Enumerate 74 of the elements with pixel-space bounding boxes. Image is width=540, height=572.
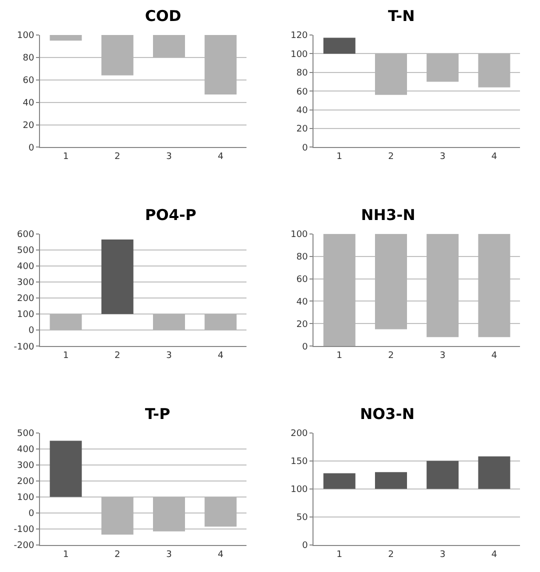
y-tick-label: -200 — [14, 541, 34, 552]
x-tick-label: 2 — [388, 350, 394, 361]
y-tick-label: 100 — [17, 310, 34, 320]
x-tick-label: 3 — [166, 152, 172, 162]
y-tick-label: 60 — [296, 87, 308, 98]
y-tick-label: 100 — [17, 493, 34, 504]
x-tick-label: 2 — [388, 550, 394, 560]
y-tick-label: 40 — [296, 297, 308, 308]
x-tick-label: 3 — [166, 350, 172, 361]
y-tick-label: 400 — [17, 444, 34, 455]
y-tick-label: 0 — [302, 143, 308, 154]
y-tick-label: 0 — [302, 541, 308, 552]
y-tick-label: 600 — [17, 230, 34, 240]
bar — [323, 473, 356, 489]
x-tick-label: 3 — [166, 550, 172, 560]
x-tick-label: 4 — [218, 350, 224, 361]
y-tick-label: 120 — [290, 31, 308, 42]
x-tick-label: 4 — [491, 152, 498, 162]
x-tick-label: 1 — [336, 152, 342, 162]
x-tick-label: 4 — [491, 550, 498, 560]
y-tick-label: -100 — [14, 342, 34, 352]
chart-title: COD — [145, 7, 182, 25]
y-tick-label: -100 — [14, 525, 34, 536]
y-tick-label: 60 — [296, 274, 308, 285]
x-tick-label: 3 — [440, 152, 446, 162]
y-tick-label: 80 — [296, 252, 308, 262]
y-tick-label: 500 — [17, 246, 34, 256]
y-tick-label: 100 — [290, 50, 308, 60]
y-tick-label: 0 — [302, 342, 308, 352]
x-tick-label: 3 — [440, 550, 446, 560]
y-tick-label: 150 — [290, 457, 308, 467]
y-tick-label: 40 — [296, 106, 308, 116]
x-tick-label: 1 — [62, 350, 69, 361]
y-tick-label: 20 — [22, 120, 34, 131]
bar — [375, 472, 407, 489]
x-tick-label: 4 — [491, 350, 498, 361]
bar — [426, 460, 459, 489]
y-tick-label: 20 — [296, 124, 308, 135]
y-tick-label: 40 — [22, 98, 34, 108]
y-tick-label: 50 — [296, 513, 308, 524]
chart-title: T-N — [388, 7, 415, 25]
chart-title: T-P — [145, 405, 170, 423]
x-tick-label: 2 — [114, 350, 120, 361]
y-tick-label: 100 — [17, 31, 34, 42]
x-tick-label: 1 — [62, 550, 69, 560]
x-tick-label: 1 — [336, 550, 342, 560]
y-tick-label: 500 — [17, 428, 34, 439]
y-tick-label: 100 — [290, 230, 308, 240]
x-tick-label: 2 — [114, 152, 120, 162]
y-tick-label: 200 — [290, 428, 308, 439]
y-tick-label: 60 — [22, 76, 34, 86]
x-tick-label: 1 — [62, 152, 69, 162]
x-tick-label: 2 — [114, 550, 120, 560]
y-tick-label: 100 — [290, 485, 308, 496]
y-tick-label: 200 — [17, 294, 34, 304]
x-tick-label: 4 — [218, 152, 224, 162]
y-tick-label: 80 — [22, 54, 34, 64]
chart-title: NH3-N — [361, 206, 416, 224]
y-tick-label: 0 — [28, 143, 34, 154]
x-tick-label: 3 — [440, 350, 446, 361]
x-tick-label: 2 — [388, 152, 394, 162]
y-tick-label: 200 — [17, 477, 34, 488]
chart-title: PO4-P — [145, 206, 196, 224]
bar — [478, 456, 510, 489]
y-tick-label: 300 — [17, 461, 34, 472]
y-tick-label: 400 — [17, 262, 34, 272]
y-tick-label: 0 — [28, 326, 34, 336]
x-tick-label: 4 — [218, 550, 224, 560]
x-tick-label: 1 — [336, 350, 342, 361]
chart-title: NO3-N — [360, 405, 415, 423]
y-tick-label: 300 — [17, 278, 34, 288]
y-tick-label: 0 — [28, 509, 34, 520]
y-tick-label: 20 — [296, 320, 308, 330]
y-tick-label: 80 — [296, 68, 308, 79]
